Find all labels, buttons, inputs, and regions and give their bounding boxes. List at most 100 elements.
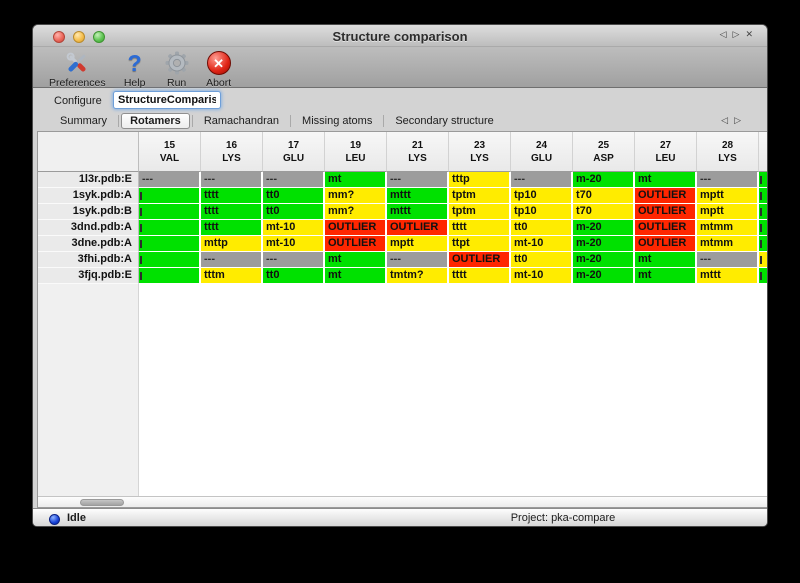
tab-summary[interactable]: Summary: [60, 114, 108, 127]
minimize-window-button[interactable]: [73, 31, 85, 43]
prev-config-button[interactable]: ◁: [719, 29, 727, 39]
column-header-27[interactable]: 27 LEU: [635, 132, 697, 172]
horizontal-scrollbar[interactable]: [38, 496, 767, 507]
title-bar[interactable]: Structure comparison: [33, 25, 767, 47]
column-header-15[interactable]: 15 VAL: [139, 132, 201, 172]
column-header-24[interactable]: 24 GLU: [511, 132, 573, 172]
rotamer-cell[interactable]: mt: [635, 268, 697, 284]
rotamer-cell[interactable]: OUTLIER: [449, 252, 511, 268]
rotamer-cell[interactable]: t70: [573, 188, 635, 204]
rotamer-cell[interactable]: m-20: [573, 252, 635, 268]
column-header-21[interactable]: 21 LYS: [387, 132, 449, 172]
toolbar-help-button[interactable]: ? Help: [122, 50, 148, 89]
rotamer-cell[interactable]: m-20: [573, 236, 635, 252]
rotamer-cell[interactable]: m-20: [573, 172, 635, 188]
toolbar-preferences-button[interactable]: Preferences: [49, 50, 106, 89]
column-header-16[interactable]: 16 LYS: [201, 132, 263, 172]
rotamer-cell[interactable]: mt-10: [263, 236, 325, 252]
row-label[interactable]: 3fhi.pdb:A: [38, 252, 139, 268]
rotamer-cell[interactable]: OUTLIER: [635, 188, 697, 204]
horizontal-scrollbar-thumb[interactable]: [80, 499, 124, 506]
rotamer-cell[interactable]: [139, 236, 201, 252]
rotamer-cell[interactable]: ---: [511, 172, 573, 188]
row-label[interactable]: 1syk.pdb:A: [38, 188, 139, 204]
rotamer-cell[interactable]: mt: [635, 172, 697, 188]
rotamer-cell[interactable]: tmtm?: [387, 268, 449, 284]
rotamer-cell[interactable]: OUTLIER: [635, 220, 697, 236]
column-header-28[interactable]: 28 LYS: [697, 132, 759, 172]
rotamer-cell[interactable]: m-20: [573, 268, 635, 284]
rotamer-cell[interactable]: ---: [387, 252, 449, 268]
rotamer-cell[interactable]: mtmm: [697, 236, 759, 252]
row-label[interactable]: 1syk.pdb:B: [38, 204, 139, 220]
rotamer-cell[interactable]: mptt: [697, 204, 759, 220]
rotamer-cell[interactable]: mm?: [325, 188, 387, 204]
rotamer-cell[interactable]: [139, 252, 201, 268]
rotamer-cell[interactable]: tt0: [263, 204, 325, 220]
next-config-button[interactable]: ▷: [732, 29, 740, 39]
rotamer-cell[interactable]: mt: [635, 252, 697, 268]
tab-secondary-structure[interactable]: Secondary structure: [395, 114, 494, 127]
rotamer-cell[interactable]: tttt: [449, 268, 511, 284]
rotamer-cell[interactable]: tt0: [263, 268, 325, 284]
rotamer-cell[interactable]: ---: [201, 172, 263, 188]
rotamer-cell-partial[interactable]: [759, 252, 767, 268]
rotamer-cell[interactable]: mptt: [697, 188, 759, 204]
rotamer-cell[interactable]: tttp: [449, 172, 511, 188]
rotamer-cell-partial[interactable]: [759, 172, 767, 188]
rotamer-cell-partial[interactable]: [759, 204, 767, 220]
rotamer-cell[interactable]: mt-10: [263, 220, 325, 236]
rotamer-cell[interactable]: ---: [201, 252, 263, 268]
rotamer-cell[interactable]: [139, 188, 201, 204]
rotamer-cell[interactable]: tt0: [263, 188, 325, 204]
rotamer-cell[interactable]: mttp: [201, 236, 263, 252]
rotamer-cell[interactable]: OUTLIER: [387, 220, 449, 236]
rotamer-cell[interactable]: m-20: [573, 220, 635, 236]
close-window-button[interactable]: [53, 31, 65, 43]
row-label[interactable]: 3fjq.pdb:E: [38, 268, 139, 284]
rotamer-cell[interactable]: OUTLIER: [635, 204, 697, 220]
column-header-19[interactable]: 19 LEU: [325, 132, 387, 172]
rotamer-cell[interactable]: ---: [697, 172, 759, 188]
rotamer-cell[interactable]: [139, 204, 201, 220]
rotamer-cell[interactable]: ---: [387, 172, 449, 188]
row-label[interactable]: 3dne.pdb:A: [38, 236, 139, 252]
tab-rotamers[interactable]: Rotamers: [121, 112, 190, 129]
rotamer-cell[interactable]: tttm: [201, 268, 263, 284]
rotamer-cell[interactable]: tt0: [511, 252, 573, 268]
row-label[interactable]: 1l3r.pdb:E: [38, 172, 139, 188]
rotamer-cell[interactable]: ---: [263, 172, 325, 188]
rotamer-cell[interactable]: ---: [263, 252, 325, 268]
rotamer-cell[interactable]: mt: [325, 268, 387, 284]
scroll-tabs-right-button[interactable]: ▷: [734, 115, 741, 125]
rotamer-cell[interactable]: tttt: [201, 220, 263, 236]
rotamer-cell[interactable]: t70: [573, 204, 635, 220]
rotamer-cell[interactable]: [139, 220, 201, 236]
rotamer-cell[interactable]: mtmm: [697, 220, 759, 236]
rotamer-cell-partial[interactable]: [759, 220, 767, 236]
rotamer-cell[interactable]: ttpt: [449, 236, 511, 252]
zoom-window-button[interactable]: [93, 31, 105, 43]
configuration-name-input[interactable]: [113, 91, 221, 109]
close-config-button[interactable]: ✕: [745, 29, 753, 39]
rotamer-cell[interactable]: mt: [325, 172, 387, 188]
column-header-23[interactable]: 23 LYS: [449, 132, 511, 172]
rotamer-cell[interactable]: tttt: [201, 188, 263, 204]
rotamer-cell[interactable]: mttt: [697, 268, 759, 284]
toolbar-abort-button[interactable]: ✕ Abort: [206, 50, 232, 89]
scroll-tabs-left-button[interactable]: ◁: [721, 115, 729, 125]
rotamer-cell-partial[interactable]: [759, 236, 767, 252]
rotamer-cell[interactable]: tttt: [201, 204, 263, 220]
rotamer-cell[interactable]: mt-10: [511, 268, 573, 284]
rotamer-cell[interactable]: mttt: [387, 204, 449, 220]
toolbar-run-button[interactable]: Run: [164, 50, 190, 89]
rotamer-cell-partial[interactable]: [759, 188, 767, 204]
rotamer-cell[interactable]: tt0: [511, 220, 573, 236]
rotamer-cell[interactable]: tp10: [511, 204, 573, 220]
rotamer-cell[interactable]: tttt: [449, 220, 511, 236]
rotamer-cell[interactable]: mt-10: [511, 236, 573, 252]
rotamer-cell[interactable]: mt: [325, 252, 387, 268]
tab-ramachandran[interactable]: Ramachandran: [203, 114, 280, 127]
rotamer-cell[interactable]: OUTLIER: [325, 236, 387, 252]
rotamer-cell[interactable]: ---: [697, 252, 759, 268]
